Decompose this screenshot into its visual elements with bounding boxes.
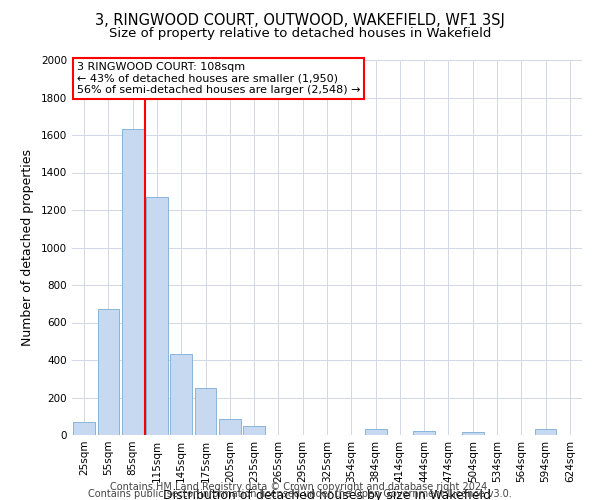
Bar — [97, 310, 119, 435]
Text: Size of property relative to detached houses in Wakefield: Size of property relative to detached ho… — [109, 28, 491, 40]
X-axis label: Distribution of detached houses by size in Wakefield: Distribution of detached houses by size … — [163, 489, 491, 500]
Bar — [243, 426, 265, 435]
Text: Contains public sector information licensed under the Open Government Licence v3: Contains public sector information licen… — [88, 489, 512, 499]
Text: 3 RINGWOOD COURT: 108sqm
← 43% of detached houses are smaller (1,950)
56% of sem: 3 RINGWOOD COURT: 108sqm ← 43% of detach… — [77, 62, 361, 95]
Bar — [462, 432, 484, 435]
Bar — [122, 130, 143, 435]
Text: 3, RINGWOOD COURT, OUTWOOD, WAKEFIELD, WF1 3SJ: 3, RINGWOOD COURT, OUTWOOD, WAKEFIELD, W… — [95, 12, 505, 28]
Bar — [194, 388, 217, 435]
Bar — [219, 419, 241, 435]
Text: Contains HM Land Registry data © Crown copyright and database right 2024.: Contains HM Land Registry data © Crown c… — [110, 482, 490, 492]
Bar — [146, 197, 168, 435]
Y-axis label: Number of detached properties: Number of detached properties — [21, 149, 34, 346]
Bar — [170, 354, 192, 435]
Bar — [413, 431, 435, 435]
Bar — [535, 430, 556, 435]
Bar — [365, 430, 386, 435]
Bar — [73, 422, 95, 435]
